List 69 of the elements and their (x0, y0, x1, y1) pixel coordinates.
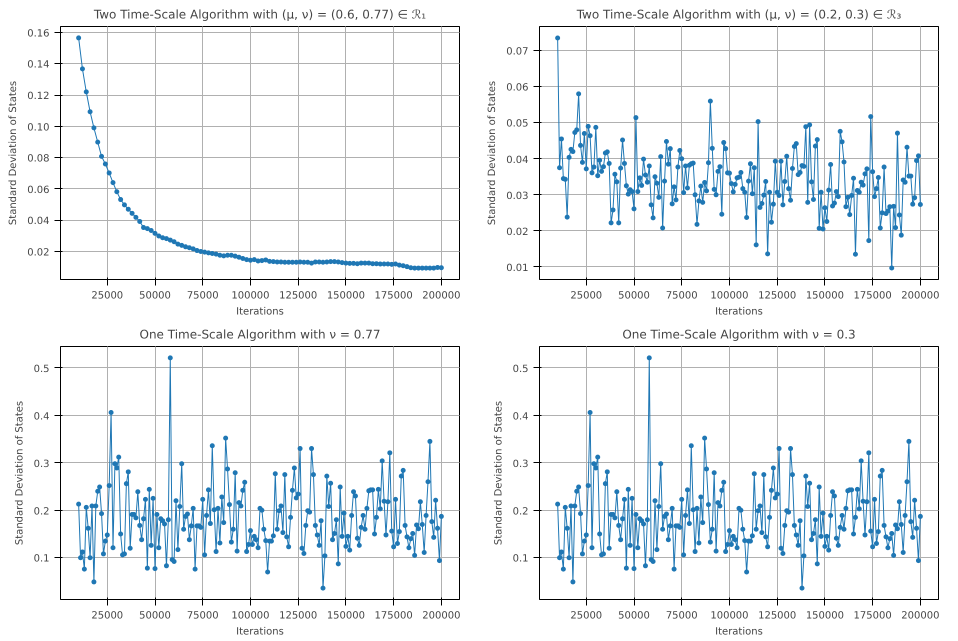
y-tick-label: 0.2 (34, 506, 50, 518)
y-tick-label: 0.05 (506, 118, 528, 130)
y-tick-label: 0.3 (512, 458, 529, 470)
y-tick-label: 0.08 (27, 154, 50, 165)
x-tick-label: 100000 (710, 610, 749, 622)
x-tick-label: 50000 (618, 290, 650, 302)
x-tick-label: 200000 (901, 290, 940, 302)
x-tick-label: 200000 (422, 290, 460, 302)
x-tick-label: 150000 (326, 610, 366, 622)
y-tick-label: 0.3 (34, 458, 50, 470)
x-axis-title: Iterations (715, 626, 763, 638)
y-tick-label: 0.1 (34, 554, 50, 565)
x-tick-label: 25000 (91, 610, 124, 622)
chart-title: Two Time-Scale Algorithm with (μ, ν) = (0.6, 0.77) ∈ ℛ₁ (92, 8, 426, 22)
y-tick-label: 0.06 (506, 82, 528, 94)
y-tick-label: 0.02 (506, 226, 528, 238)
x-tick-label: 175000 (374, 610, 413, 622)
y-axis-title: Standard Deviation of States (487, 80, 498, 226)
y-axis-title: Standard Deviation of States (14, 400, 26, 546)
y-axis-title: Standard Deviation of States (494, 400, 505, 546)
y-tick-label: 0.03 (506, 190, 528, 202)
y-tick-label: 0.12 (27, 91, 50, 102)
y-tick-label: 0.10 (27, 122, 50, 134)
y-tick-label: 0.04 (506, 154, 528, 166)
x-tick-label: 50000 (139, 290, 171, 302)
x-tick-label: 50000 (618, 610, 650, 622)
chart-title: One Time-Scale Algorithm with ν = 0.3 (622, 328, 856, 342)
x-tick-label: 25000 (570, 610, 602, 622)
y-tick-label: 0.4 (512, 411, 529, 422)
x-tick-label: 175000 (854, 610, 892, 622)
x-tick-label: 175000 (854, 290, 892, 302)
x-tick-label: 200000 (901, 610, 940, 622)
x-tick-label: 75000 (666, 610, 698, 622)
x-axis-title: Iterations (236, 626, 284, 638)
y-tick-label: 0.02 (27, 247, 50, 258)
y-tick-label: 0.1 (512, 554, 529, 565)
y-tick-label: 0.5 (512, 364, 529, 375)
y-tick-label: 0.04 (27, 216, 50, 228)
x-tick-label: 100000 (231, 610, 270, 622)
x-tick-label: 100000 (231, 290, 270, 302)
y-tick-label: 0.14 (27, 60, 50, 71)
x-tick-label: 75000 (186, 610, 219, 622)
y-axis-title: Standard Deviation of States (8, 80, 20, 226)
y-tick-label: 0.01 (506, 262, 528, 274)
y-tick-label: 0.07 (506, 46, 528, 58)
y-tick-label: 0.16 (27, 28, 50, 40)
y-tick-label: 0.2 (512, 506, 529, 518)
x-tick-label: 125000 (758, 610, 796, 622)
y-tick-label: 0.06 (27, 184, 50, 196)
x-tick-label: 50000 (139, 610, 171, 622)
chart-title: Two Time-Scale Algorithm with (μ, ν) = (0.2, 0.3) ∈ ℛ₃ (576, 8, 902, 22)
x-tick-label: 100000 (710, 290, 749, 302)
x-tick-label: 25000 (570, 290, 602, 302)
y-tick-label: 0.4 (34, 411, 50, 422)
x-tick-label: 150000 (806, 290, 844, 302)
y-tick-label: 0.5 (34, 364, 50, 375)
x-tick-label: 25000 (91, 290, 124, 302)
x-tick-label: 150000 (326, 290, 366, 302)
chart-title: One Time-Scale Algorithm with ν = 0.77 (139, 328, 381, 342)
x-tick-label: 150000 (806, 610, 844, 622)
x-axis-title: Iterations (715, 306, 763, 318)
x-axis-title: Iterations (236, 306, 284, 318)
x-tick-label: 125000 (279, 290, 318, 302)
x-tick-label: 200000 (422, 610, 460, 622)
x-tick-label: 125000 (758, 290, 796, 302)
x-tick-label: 75000 (186, 290, 219, 302)
x-tick-label: 125000 (279, 610, 318, 622)
x-tick-label: 75000 (666, 290, 698, 302)
x-tick-label: 175000 (374, 290, 413, 302)
